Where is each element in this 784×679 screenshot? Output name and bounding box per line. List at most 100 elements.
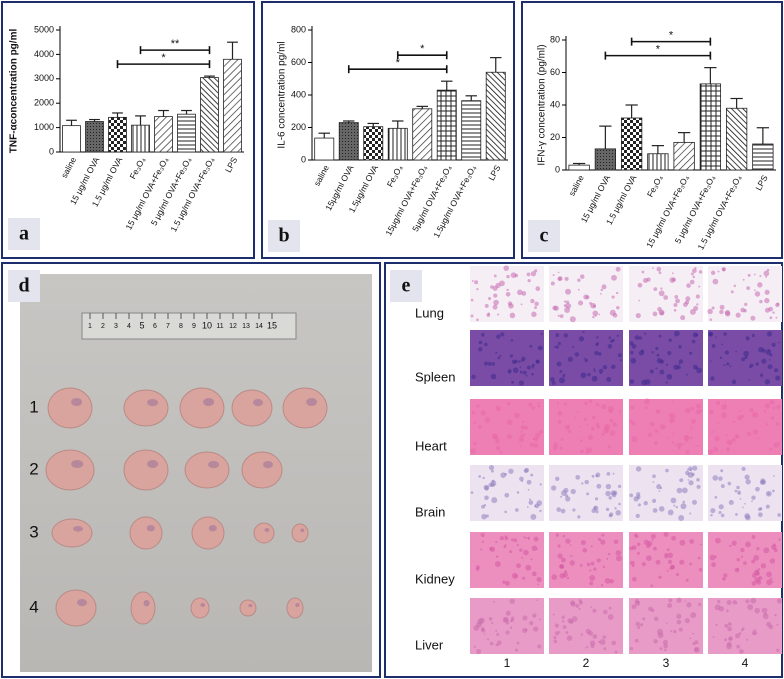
cell (534, 505, 537, 508)
error-bar (227, 41, 238, 60)
cell (745, 541, 751, 548)
cell (670, 497, 677, 504)
error-bar (677, 132, 691, 143)
cell (489, 547, 493, 551)
histology-image (470, 330, 544, 386)
cell (499, 536, 504, 541)
cell (566, 576, 570, 580)
cell (690, 427, 693, 430)
cell (650, 533, 656, 539)
cell (483, 632, 486, 635)
cell (766, 331, 773, 337)
tumor-spot (208, 461, 220, 469)
cell (570, 554, 573, 557)
cell (768, 359, 771, 361)
cell (579, 564, 583, 567)
cell (502, 580, 506, 584)
cell (666, 363, 669, 366)
cell (531, 571, 537, 577)
cell (753, 554, 760, 561)
cell (653, 616, 659, 622)
cell (537, 401, 540, 405)
cell (476, 318, 479, 322)
cell (714, 555, 717, 558)
cell (491, 621, 494, 625)
cell (597, 352, 602, 356)
cell (636, 542, 641, 547)
cell (711, 344, 716, 348)
cell (518, 436, 525, 443)
cell (518, 360, 521, 363)
cell (723, 364, 726, 367)
cell (695, 333, 699, 337)
cell (478, 475, 481, 478)
cell (630, 560, 635, 566)
ruler-number: 5 (139, 320, 144, 330)
column-label: 4 (742, 656, 749, 670)
tumor-spot (248, 604, 253, 608)
panel-label: e (402, 275, 411, 297)
cell (516, 563, 521, 569)
cell (494, 561, 501, 568)
cell (527, 488, 530, 491)
cell (481, 540, 485, 544)
cell (491, 433, 498, 440)
cell (618, 410, 622, 413)
cell (681, 487, 688, 494)
cell (481, 513, 487, 520)
y-tick-label: 600 (291, 57, 306, 67)
cell (582, 547, 588, 553)
tumor-spot (306, 398, 318, 406)
cell (727, 622, 732, 626)
cell (520, 444, 523, 447)
cell (581, 482, 584, 485)
error-bar (704, 67, 717, 84)
cell (714, 604, 721, 611)
cell (728, 499, 734, 505)
cell (762, 613, 769, 620)
tissue-label: Heart (415, 438, 447, 453)
cell (670, 630, 673, 633)
cell (771, 489, 775, 493)
x-tick-label: LPS (753, 173, 770, 192)
cell (598, 368, 604, 374)
cell (652, 498, 657, 503)
cell (770, 416, 775, 420)
bar (568, 164, 590, 171)
cell (697, 602, 702, 607)
significance-label: ** (171, 38, 180, 50)
cell (508, 468, 514, 474)
cell (685, 578, 689, 582)
cell (731, 438, 736, 442)
cell (668, 598, 673, 603)
cell (717, 422, 720, 425)
cell (656, 266, 662, 272)
cell (565, 631, 569, 634)
cell (567, 356, 573, 362)
cell (530, 271, 537, 277)
cell (637, 551, 640, 555)
tumor (282, 387, 328, 429)
cell (744, 474, 750, 480)
cell (708, 449, 714, 455)
cell (714, 435, 720, 442)
cell (615, 510, 621, 516)
cell (557, 553, 563, 559)
cell (759, 373, 764, 377)
cell (743, 350, 750, 357)
cell (685, 470, 690, 476)
cell (607, 552, 611, 556)
cell (551, 574, 558, 580)
cell (638, 299, 641, 302)
cell (586, 645, 589, 648)
cell (765, 423, 769, 426)
row-label: 4 (29, 597, 38, 616)
cell (694, 647, 699, 652)
cell (747, 604, 754, 611)
cell (720, 469, 724, 473)
cell (607, 614, 614, 620)
cell (764, 297, 770, 304)
cell (607, 344, 613, 349)
cell (673, 504, 676, 507)
cell (751, 500, 753, 503)
